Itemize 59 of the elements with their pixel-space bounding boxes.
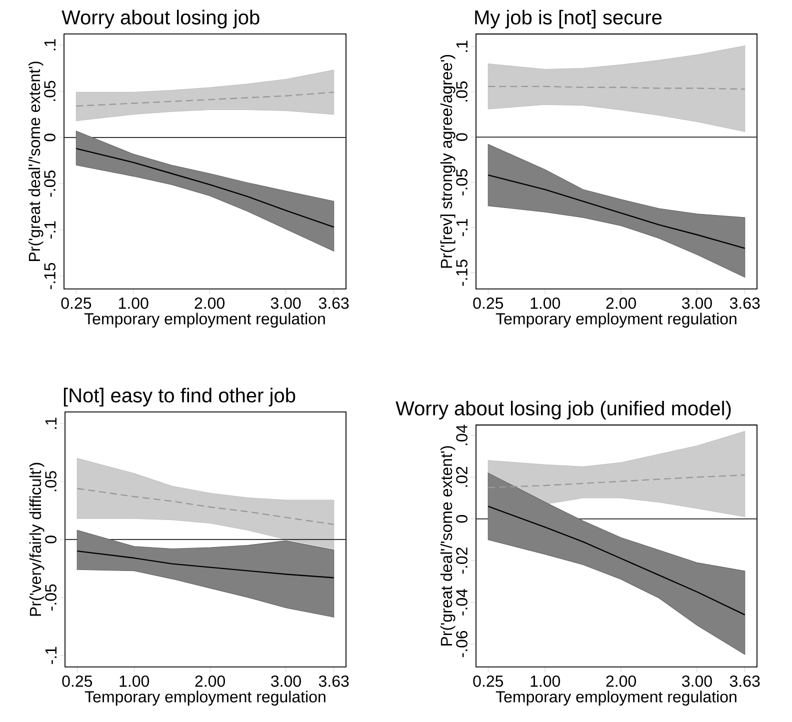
x-tick-label: 0.25 [473, 676, 504, 687]
x-axis-title: Temporary employment regulation [496, 312, 736, 328]
chart-title: My job is [not] secure [475, 10, 662, 28]
y-tick-label: 0 [456, 515, 468, 523]
y-tick-label: -.1 [456, 218, 468, 236]
y-tick-label: -.06 [456, 630, 468, 658]
chart-title: Worry about losing job (unified model) [396, 400, 731, 420]
y-tick-label: 0 [45, 536, 56, 544]
x-axis-title: Temporary employment regulation [84, 312, 325, 328]
y-tick-label: 0 [456, 133, 468, 141]
y-tick-label: .05 [45, 471, 56, 492]
line-series [488, 506, 746, 616]
y-tick-label: -.04 [456, 589, 468, 616]
y-tick-label: 0 [44, 134, 56, 142]
x-tick-label: 3.63 [318, 676, 349, 687]
y-tick-label: .1 [44, 39, 56, 50]
y-axis-title: Pr('very/fairly difficult') [29, 462, 44, 616]
y-tick-label: .1 [45, 418, 56, 429]
x-tick-label: 0.25 [473, 298, 504, 309]
y-tick-label: .05 [456, 81, 468, 102]
chart-title: [Not] easy to find other job [64, 388, 296, 406]
chart-title: Worry about losing job [62, 10, 260, 28]
x-axis-title: Temporary employment regulation [84, 690, 326, 706]
y-tick-label: -.05 [45, 584, 56, 611]
x-tick-label: 1.00 [530, 676, 560, 687]
y-tick-label: -.1 [44, 221, 56, 238]
x-tick-label: 3.63 [318, 298, 349, 309]
x-tick-label: 3.00 [682, 676, 712, 687]
y-tick-label: .02 [456, 466, 468, 487]
x-axis-title: Temporary employment regulation [496, 690, 736, 706]
x-tick-label: 2.00 [606, 298, 636, 309]
x-tick-label: 1.00 [120, 676, 150, 687]
x-tick-label: 0.25 [62, 676, 92, 687]
x-tick-label: 2.00 [194, 298, 225, 309]
x-tick-label: 1.00 [530, 298, 560, 309]
x-tick-label: 3.00 [271, 676, 301, 687]
y-tick-label: -.05 [44, 170, 56, 197]
x-tick-label: 3.00 [270, 298, 301, 309]
y-tick-label: -.15 [44, 262, 56, 290]
line-series [76, 488, 334, 526]
y-tick-label: .1 [456, 40, 468, 52]
x-tick-label: 2.00 [195, 676, 225, 687]
y-tick-label: -.05 [456, 169, 468, 196]
y-tick-label: -.1 [45, 646, 56, 664]
y-tick-label: -.02 [456, 548, 468, 574]
line-series [76, 92, 334, 107]
x-tick-label: 0.25 [61, 298, 92, 309]
x-tick-label: 2.00 [606, 676, 636, 687]
y-axis-title: Pr('great deal'/'some extent') [28, 62, 44, 261]
y-axis-title: Pr('[rev] strongly agree/agree') [440, 54, 456, 268]
x-tick-label: 3.63 [730, 298, 760, 309]
y-tick-label: .05 [44, 80, 56, 101]
y-tick-label: -.15 [456, 260, 468, 286]
x-tick-label: 3.63 [730, 676, 760, 687]
y-tick-label: .04 [456, 424, 468, 446]
line-series [76, 148, 334, 228]
x-tick-label: 1.00 [119, 298, 148, 309]
y-axis-title: Pr('great deal'/'some extent') [440, 446, 456, 646]
x-tick-label: 3.00 [682, 298, 712, 309]
